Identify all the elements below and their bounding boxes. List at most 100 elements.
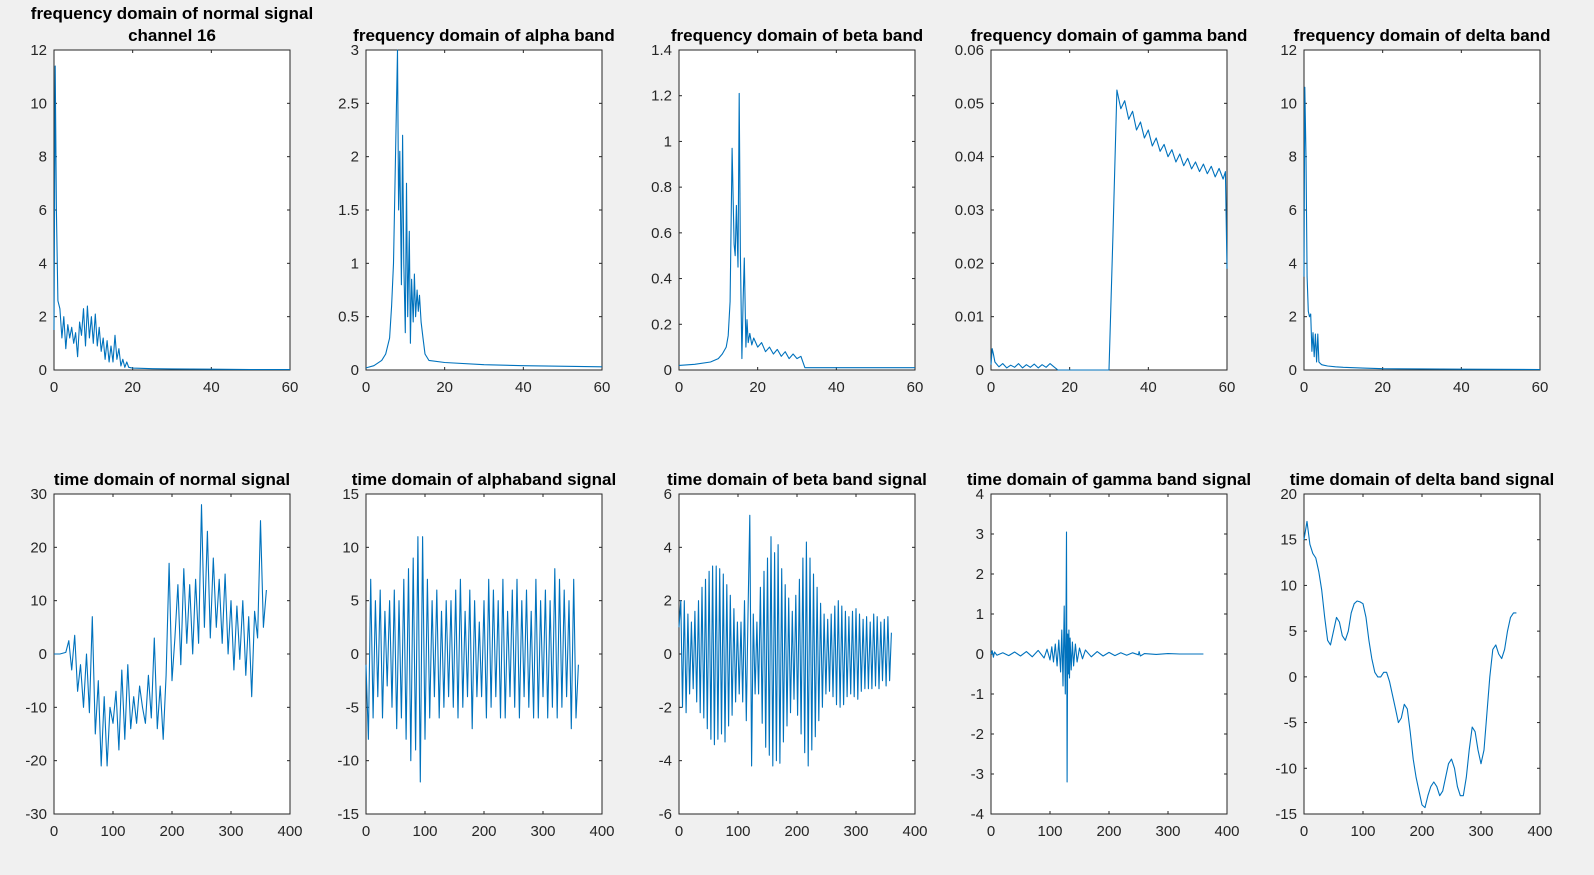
y-tick-label: 0.03 bbox=[955, 202, 984, 219]
x-tick-label: 0 bbox=[362, 823, 370, 840]
x-tick-label: 100 bbox=[100, 823, 125, 840]
y-tick-label: -5 bbox=[1284, 715, 1297, 732]
x-tick-label: 200 bbox=[471, 823, 496, 840]
chart-title: frequency domain of beta band bbox=[671, 26, 923, 45]
x-tick-label: 400 bbox=[277, 823, 302, 840]
y-tick-label: 0 bbox=[39, 362, 47, 379]
x-tick-label: 0 bbox=[1300, 823, 1308, 840]
y-tick-label: 2 bbox=[976, 566, 984, 583]
x-tick-label: 200 bbox=[1096, 823, 1121, 840]
chart-title: time domain of alphaband signal bbox=[352, 470, 616, 489]
x-tick-label: 200 bbox=[159, 823, 184, 840]
x-tick-label: 0 bbox=[1300, 379, 1308, 396]
chart-7: time domain of alphaband signal 0 100 200 30… bbox=[337, 470, 616, 840]
x-tick-label: 100 bbox=[412, 823, 437, 840]
chart-9: time domain of gamma band signal 0 100 200 3… bbox=[967, 470, 1251, 840]
x-tick-label: 0 bbox=[362, 379, 370, 396]
y-tick-label: 2 bbox=[351, 149, 359, 166]
x-tick-label: 20 bbox=[749, 379, 766, 396]
y-tick-label: 0.01 bbox=[955, 309, 984, 326]
x-tick-label: 40 bbox=[1140, 379, 1157, 396]
y-tick-label: 8 bbox=[1289, 149, 1297, 166]
plot-area bbox=[678, 49, 916, 371]
x-tick-label: 20 bbox=[436, 379, 453, 396]
y-tick-label: 1.2 bbox=[651, 88, 672, 105]
y-tick-label: -2 bbox=[971, 726, 984, 743]
y-tick-label: 2 bbox=[664, 593, 672, 610]
series-line bbox=[53, 65, 290, 371]
y-tick-label: 1.4 bbox=[651, 42, 672, 59]
series-line bbox=[365, 49, 603, 369]
y-tick-label: 2 bbox=[39, 309, 47, 326]
y-tick-label: 5 bbox=[1289, 623, 1297, 640]
chart-title: time domain of delta band signal bbox=[1290, 470, 1554, 489]
chart-title: time domain of normal signal bbox=[54, 470, 290, 489]
chart-1: frequency domain of normal signal channel… bbox=[30, 4, 313, 396]
chart-2: frequency domain of alpha band 0 20 40 60 0 0.… bbox=[338, 26, 615, 396]
chart-4: frequency domain of gamma band 0 20 40 60 0 0.… bbox=[955, 26, 1248, 396]
x-tick-label: 60 bbox=[282, 379, 299, 396]
x-tick-label: 60 bbox=[594, 379, 611, 396]
y-tick-label: 0 bbox=[976, 646, 984, 663]
x-tick-label: 0 bbox=[675, 823, 683, 840]
x-tick-label: 60 bbox=[1219, 379, 1236, 396]
y-tick-label: 10 bbox=[1280, 95, 1297, 112]
y-tick-label: 1 bbox=[976, 606, 984, 623]
x-tick-label: 300 bbox=[843, 823, 868, 840]
x-tick-label: 400 bbox=[902, 823, 927, 840]
x-tick-label: 300 bbox=[1155, 823, 1180, 840]
x-tick-label: 0 bbox=[987, 379, 995, 396]
y-tick-label: 1.5 bbox=[338, 202, 359, 219]
x-tick-label: 400 bbox=[1214, 823, 1239, 840]
x-tick-label: 400 bbox=[589, 823, 614, 840]
series-line bbox=[1303, 520, 1517, 809]
y-tick-label: 10 bbox=[1280, 577, 1297, 594]
y-tick-label: 0 bbox=[664, 362, 672, 379]
x-tick-label: 20 bbox=[1374, 379, 1391, 396]
plot-area bbox=[1303, 493, 1541, 815]
x-tick-label: 0 bbox=[50, 823, 58, 840]
y-tick-label: -30 bbox=[25, 806, 47, 823]
chart-3: frequency domain of beta band 0 20 40 60 0 0.2… bbox=[651, 26, 923, 396]
y-tick-label: 0 bbox=[39, 646, 47, 663]
plot-area bbox=[365, 493, 603, 815]
y-tick-label: 5 bbox=[351, 593, 359, 610]
chart-title: frequency domain of normal signal bbox=[31, 4, 313, 23]
y-tick-label: 0.2 bbox=[651, 316, 672, 333]
series-line bbox=[678, 514, 892, 767]
x-tick-label: 0 bbox=[987, 823, 995, 840]
chart-title: frequency domain of delta band bbox=[1294, 26, 1551, 45]
x-tick-label: 100 bbox=[1350, 823, 1375, 840]
x-tick-label: 100 bbox=[725, 823, 750, 840]
y-tick-label: 0.06 bbox=[955, 42, 984, 59]
x-tick-label: 200 bbox=[784, 823, 809, 840]
chart-title: time domain of beta band signal bbox=[667, 470, 927, 489]
y-tick-label: -15 bbox=[1275, 806, 1297, 823]
y-tick-label: 20 bbox=[30, 539, 47, 556]
plot-area bbox=[1303, 49, 1541, 371]
x-tick-label: 300 bbox=[530, 823, 555, 840]
y-tick-label: 0.5 bbox=[338, 309, 359, 326]
y-tick-label: 0 bbox=[1289, 362, 1297, 379]
y-tick-label: 10 bbox=[342, 539, 359, 556]
y-tick-label: -10 bbox=[25, 699, 47, 716]
chart-5: frequency domain of delta band 0 20 40 60 0 2 4… bbox=[1280, 26, 1550, 396]
y-tick-label: -5 bbox=[346, 699, 359, 716]
y-tick-label: -1 bbox=[971, 686, 984, 703]
y-tick-label: 10 bbox=[30, 95, 47, 112]
y-tick-label: 0.02 bbox=[955, 255, 984, 272]
y-tick-label: 0 bbox=[1289, 669, 1297, 686]
y-tick-label: 3 bbox=[976, 526, 984, 543]
y-tick-label: 0 bbox=[976, 362, 984, 379]
y-tick-label: 2 bbox=[1289, 309, 1297, 326]
x-tick-label: 60 bbox=[907, 379, 924, 396]
y-tick-label: -20 bbox=[25, 753, 47, 770]
y-tick-label: 0.4 bbox=[651, 271, 672, 288]
x-tick-label: 20 bbox=[124, 379, 141, 396]
y-tick-label: -4 bbox=[659, 753, 672, 770]
y-tick-label: 1 bbox=[351, 255, 359, 272]
y-tick-label: -6 bbox=[659, 806, 672, 823]
y-tick-label: 4 bbox=[664, 539, 672, 556]
